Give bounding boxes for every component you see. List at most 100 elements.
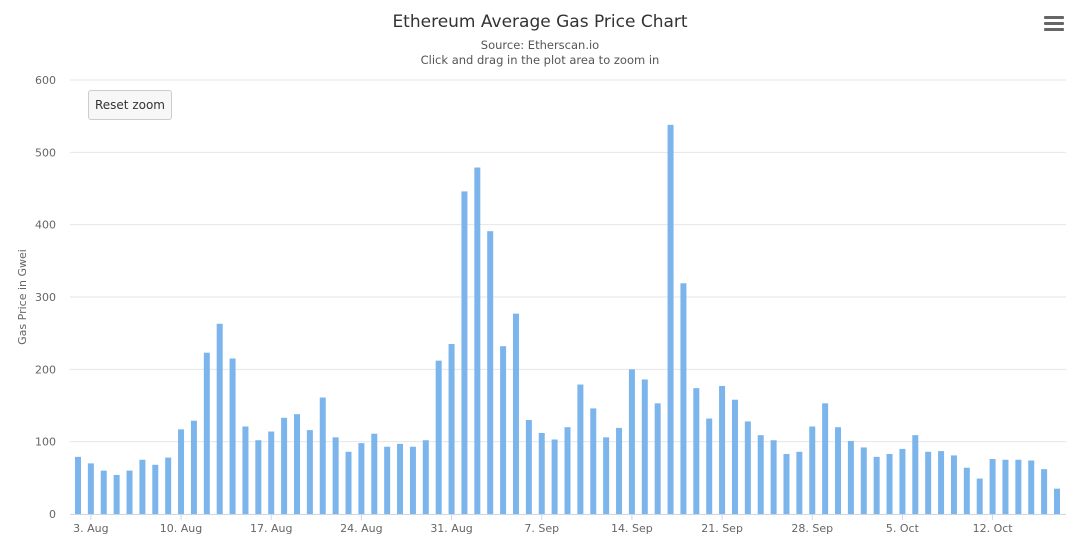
bar[interactable] xyxy=(783,453,790,514)
bar[interactable] xyxy=(1002,459,1009,514)
bar[interactable] xyxy=(87,463,94,514)
hamburger-menu-icon[interactable] xyxy=(1044,16,1064,34)
bar[interactable] xyxy=(1015,459,1022,514)
bar[interactable] xyxy=(847,440,854,514)
bar[interactable] xyxy=(268,431,275,514)
bar[interactable] xyxy=(616,427,623,514)
chart-subtitle: Source: Etherscan.io xyxy=(480,38,600,52)
reset-zoom-button[interactable]: Reset zoom xyxy=(88,90,172,120)
bar[interactable] xyxy=(719,385,726,514)
bar[interactable] xyxy=(126,470,133,514)
bar[interactable] xyxy=(1028,460,1035,514)
bar[interactable] xyxy=(216,323,223,514)
bar[interactable] xyxy=(178,429,185,514)
x-tick-label: 7. Sep xyxy=(524,522,559,535)
bar[interactable] xyxy=(448,344,455,514)
bar[interactable] xyxy=(190,420,197,514)
y-tick-label: 300 xyxy=(35,291,56,304)
x-tick-label: 28. Sep xyxy=(791,522,833,535)
bar[interactable] xyxy=(203,352,210,514)
bar[interactable] xyxy=(731,399,738,514)
x-tick-label: 10. Aug xyxy=(160,522,202,535)
x-tick-label: 17. Aug xyxy=(250,522,292,535)
bar[interactable] xyxy=(397,443,404,514)
y-tick-label: 500 xyxy=(35,146,56,159)
bar[interactable] xyxy=(835,427,842,514)
y-tick-label: 600 xyxy=(35,74,56,87)
bar-series[interactable] xyxy=(75,124,1060,515)
bar[interactable] xyxy=(770,440,777,514)
bar[interactable] xyxy=(500,346,507,514)
bar[interactable] xyxy=(654,403,661,514)
bar[interactable] xyxy=(860,447,867,514)
bar[interactable] xyxy=(590,408,597,514)
bar[interactable] xyxy=(152,464,159,514)
bar[interactable] xyxy=(641,379,648,514)
x-tick-label: 24. Aug xyxy=(340,522,382,535)
bar[interactable] xyxy=(332,437,339,514)
bar[interactable] xyxy=(139,459,146,514)
bar[interactable] xyxy=(461,191,468,514)
bar[interactable] xyxy=(422,440,429,514)
bar[interactable] xyxy=(358,443,365,514)
y-tick-label: 100 xyxy=(35,436,56,449)
bar[interactable] xyxy=(912,435,919,514)
bar[interactable] xyxy=(1054,488,1060,514)
zoom-instruction: Click and drag in the plot area to zoom … xyxy=(420,53,660,67)
bar[interactable] xyxy=(113,474,120,514)
bar[interactable] xyxy=(667,124,674,514)
bar[interactable] xyxy=(1041,469,1048,514)
bar[interactable] xyxy=(989,459,996,514)
bar[interactable] xyxy=(693,388,700,514)
bar[interactable] xyxy=(873,456,880,514)
y-tick-label: 400 xyxy=(35,219,56,232)
bar[interactable] xyxy=(512,313,519,514)
y-tick-label: 200 xyxy=(35,363,56,376)
bar[interactable] xyxy=(525,419,532,514)
bar[interactable] xyxy=(75,456,81,514)
bar[interactable] xyxy=(963,467,970,514)
bar[interactable] xyxy=(950,455,957,514)
bar[interactable] xyxy=(976,478,983,514)
bar[interactable] xyxy=(796,451,803,514)
bar[interactable] xyxy=(409,446,416,514)
bar[interactable] xyxy=(886,453,893,514)
bar[interactable] xyxy=(925,451,932,514)
x-tick-label: 31. Aug xyxy=(430,522,472,535)
bar[interactable] xyxy=(551,439,558,515)
bar[interactable] xyxy=(706,418,713,514)
bar[interactable] xyxy=(165,457,172,514)
bar[interactable] xyxy=(255,440,262,514)
bar[interactable] xyxy=(538,432,545,514)
bar[interactable] xyxy=(100,470,107,514)
bar[interactable] xyxy=(293,414,300,514)
bar[interactable] xyxy=(229,358,236,514)
bar[interactable] xyxy=(899,448,906,514)
x-axis: 3. Aug 10. Aug 17. Aug 24. Aug 31. Aug 7. Sep… xyxy=(70,514,1066,535)
bar[interactable] xyxy=(577,384,584,514)
bar[interactable] xyxy=(474,167,481,514)
bar[interactable] xyxy=(242,426,249,514)
bar[interactable] xyxy=(603,437,610,514)
bar[interactable] xyxy=(628,369,635,514)
bar[interactable] xyxy=(809,426,816,514)
bar[interactable] xyxy=(680,283,687,514)
bar[interactable] xyxy=(371,433,378,514)
bar[interactable] xyxy=(938,451,945,514)
x-tick-label: 14. Sep xyxy=(611,522,653,535)
bar[interactable] xyxy=(345,451,352,514)
bar[interactable] xyxy=(487,231,494,514)
y-axis-ticks: 0 100 200 300 400 500 600 xyxy=(35,74,56,521)
bar[interactable] xyxy=(435,360,442,514)
bar[interactable] xyxy=(822,403,829,514)
bar[interactable] xyxy=(744,421,751,514)
bar[interactable] xyxy=(564,427,571,514)
bar[interactable] xyxy=(319,397,326,514)
bar[interactable] xyxy=(281,417,288,514)
x-tick-label: 21. Sep xyxy=(701,522,743,535)
bar[interactable] xyxy=(306,430,313,514)
bar[interactable] xyxy=(757,435,764,514)
bar[interactable] xyxy=(384,446,391,514)
x-tick-label: 3. Aug xyxy=(73,522,108,535)
